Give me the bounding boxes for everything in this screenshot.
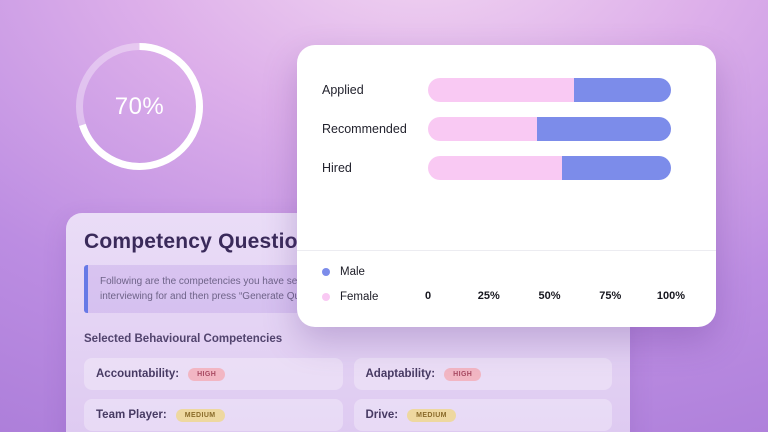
competency-grid: Accountability: HIGH Adaptability: HIGH Team… xyxy=(84,358,612,431)
competency-label: Drive: xyxy=(365,409,399,421)
competency-item: Drive: MEDIUM xyxy=(353,399,612,431)
x-axis-tick: 0 xyxy=(424,290,432,302)
legend-item-male: Male xyxy=(322,264,671,279)
competency-item: Accountability: HIGH xyxy=(84,358,343,390)
chart-row: Hired xyxy=(322,156,671,180)
chart-card: Applied Recommended Hired Male Female 0 25%… xyxy=(297,45,716,327)
chart-row-label: Applied xyxy=(322,83,364,97)
competency-label: Accountability: xyxy=(96,368,180,380)
male-legend-dot-icon xyxy=(322,267,330,276)
progress-ring-svg xyxy=(76,43,203,170)
competency-level-badge: MEDIUM xyxy=(407,408,456,422)
competency-level-badge: MEDIUM xyxy=(175,408,225,422)
x-axis-tick: 75% xyxy=(599,290,622,302)
stacked-bar xyxy=(428,156,671,180)
chart-row: Recommended xyxy=(322,117,671,141)
progress-ring: 70% xyxy=(75,42,204,171)
selected-competencies-heading: Selected Behavioural Competencies xyxy=(84,333,283,345)
x-axis-tick: 50% xyxy=(538,290,561,302)
stacked-bar xyxy=(428,117,671,141)
female-legend-label: Female xyxy=(340,290,379,303)
chart-footer: Male Female 0 25% 50% 75% 100% xyxy=(297,250,716,327)
bar-segment-male xyxy=(573,78,671,102)
x-axis: 0 25% 50% 75% 100% xyxy=(424,290,685,304)
stacked-bar-chart: Applied Recommended Hired xyxy=(297,45,716,250)
competency-item: Adaptability: HIGH xyxy=(353,358,612,390)
chart-row-label: Recommended xyxy=(322,122,407,136)
female-legend-dot-icon xyxy=(322,292,330,301)
competency-label: Team Player: xyxy=(96,409,167,421)
competency-level-badge: HIGH xyxy=(444,367,482,381)
info-note-line-1: Following are the competencies you have … xyxy=(100,276,411,287)
info-note-line-2: interviewing for and then press “Generat… xyxy=(100,291,367,302)
bar-segment-female xyxy=(428,78,574,102)
competency-item: Team Player: MEDIUM xyxy=(84,399,343,431)
bar-segment-female xyxy=(428,156,562,180)
bar-segment-male xyxy=(561,156,671,180)
x-axis-tick: 100% xyxy=(656,290,686,302)
competency-level-badge: HIGH xyxy=(188,367,226,381)
bar-segment-male xyxy=(537,117,671,141)
ring-arc xyxy=(76,43,203,170)
competency-label: Adaptability: xyxy=(365,368,436,380)
male-legend-label: Male xyxy=(340,265,365,278)
progress-ring-value: 70% xyxy=(114,92,165,120)
chart-row: Applied xyxy=(322,78,671,102)
bar-segment-female xyxy=(428,117,538,141)
chart-row-label: Hired xyxy=(322,161,352,175)
x-axis-tick: 25% xyxy=(477,290,500,302)
legend-item-female: Female 0 25% 50% 75% 100% xyxy=(322,289,685,304)
stacked-bar xyxy=(428,78,671,102)
